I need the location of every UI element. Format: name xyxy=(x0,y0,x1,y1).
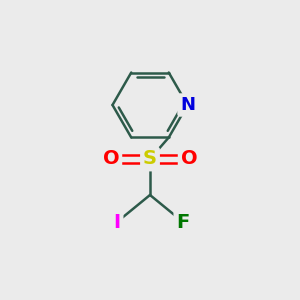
Text: F: F xyxy=(176,212,190,232)
Text: S: S xyxy=(143,149,157,169)
Text: I: I xyxy=(113,212,121,232)
Text: O: O xyxy=(103,149,119,169)
Text: N: N xyxy=(180,96,195,114)
Text: O: O xyxy=(181,149,197,169)
